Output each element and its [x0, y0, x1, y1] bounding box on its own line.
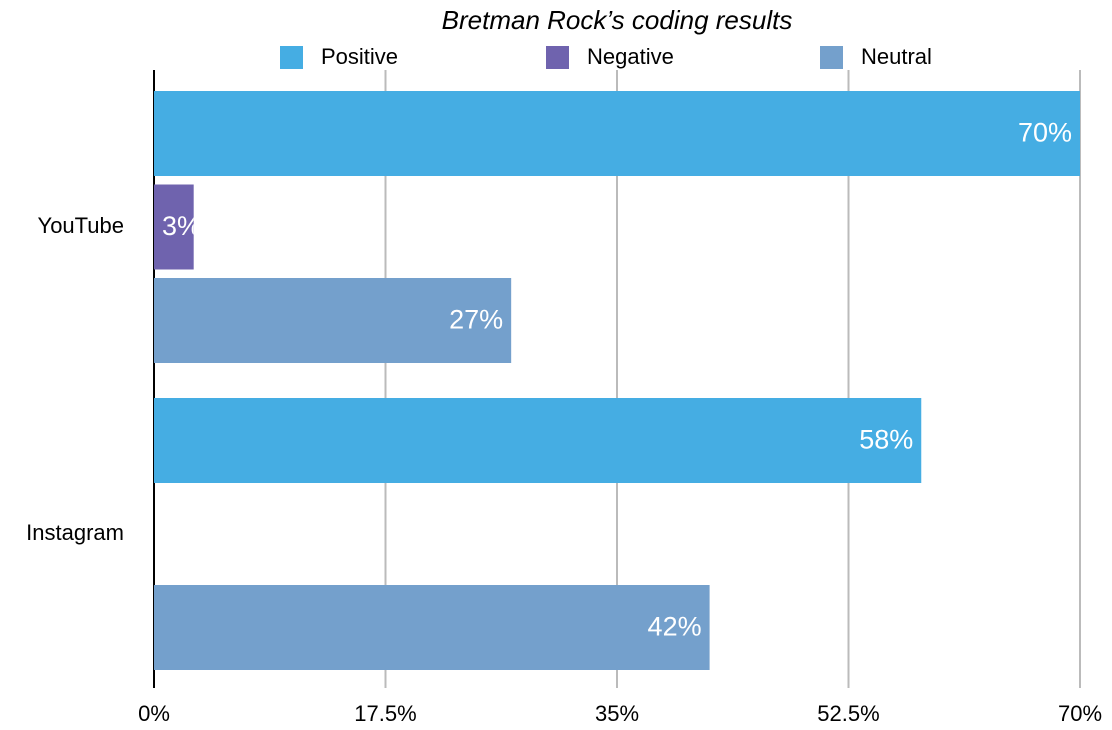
legend-label: Negative — [587, 44, 674, 69]
legend-label: Positive — [321, 44, 398, 69]
x-tick-label: 35% — [595, 701, 639, 726]
bar — [154, 184, 194, 270]
x-tick-label: 52.5% — [817, 701, 879, 726]
x-tick-label: 70% — [1058, 701, 1102, 726]
value-label: 42% — [648, 612, 702, 642]
x-tick-label: 17.5% — [354, 701, 416, 726]
legend-swatch — [280, 46, 303, 69]
value-label: 3% — [162, 211, 201, 241]
x-tick-label: 0% — [138, 701, 170, 726]
value-label: 70% — [1018, 118, 1072, 148]
legend-swatch — [546, 46, 569, 69]
bar — [154, 398, 922, 483]
bar — [154, 585, 710, 670]
value-label: 27% — [449, 305, 503, 335]
value-label: 58% — [859, 425, 913, 455]
legend-label: Neutral — [861, 44, 932, 69]
bar — [154, 91, 1080, 176]
legend-swatch — [820, 46, 843, 69]
chart-title: Bretman Rock’s coding results — [442, 5, 793, 35]
y-tick-label: Instagram — [26, 520, 124, 545]
y-tick-label: YouTube — [38, 213, 124, 238]
bar — [154, 278, 512, 363]
